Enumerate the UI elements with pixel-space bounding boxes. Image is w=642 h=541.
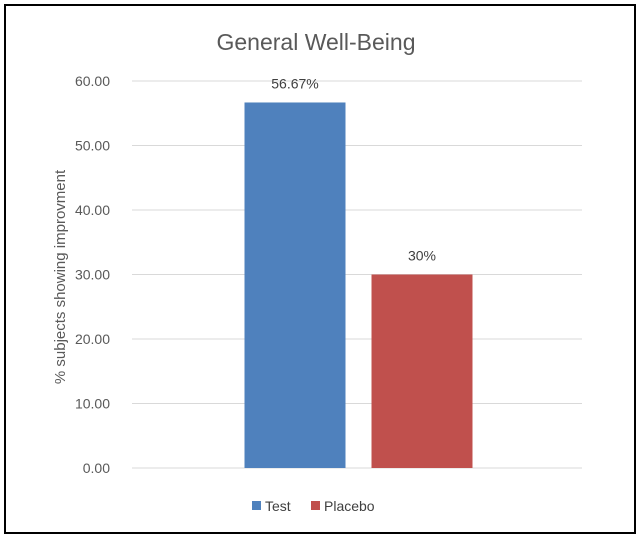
bars <box>244 102 473 468</box>
y-tick-label: 20.00 <box>75 331 110 347</box>
y-axis-ticks: 0.00 10.00 20.00 30.00 40.00 50.00 60.00 <box>75 73 110 476</box>
legend-swatch-placebo <box>311 501 320 510</box>
chart-title: General Well-Being <box>216 29 415 55</box>
bar-test <box>244 102 346 468</box>
data-labels: 56.67% 30% <box>271 75 436 263</box>
bar-placebo <box>371 274 473 468</box>
y-tick-label: 10.00 <box>75 396 110 412</box>
gridlines <box>132 80 582 469</box>
y-tick-label: 50.00 <box>75 138 110 154</box>
y-tick-label: 40.00 <box>75 202 110 218</box>
data-label-placebo: 30% <box>408 248 436 264</box>
chart-frame: General Well-Being 0.00 10.00 20.00 30.00 40… <box>4 4 636 534</box>
bar-chart: General Well-Being 0.00 10.00 20.00 30.00 40… <box>52 29 582 514</box>
y-tick-label: 60.00 <box>75 73 110 89</box>
y-tick-label: 30.00 <box>75 267 110 283</box>
data-label-test: 56.67% <box>271 75 318 91</box>
y-tick-label: 0.00 <box>83 460 110 476</box>
legend: Test Placebo <box>252 498 375 514</box>
legend-label-test: Test <box>265 498 291 514</box>
legend-swatch-test <box>252 501 261 510</box>
y-axis-label: % subjects showing improvment <box>52 169 69 384</box>
legend-label-placebo: Placebo <box>324 498 375 514</box>
